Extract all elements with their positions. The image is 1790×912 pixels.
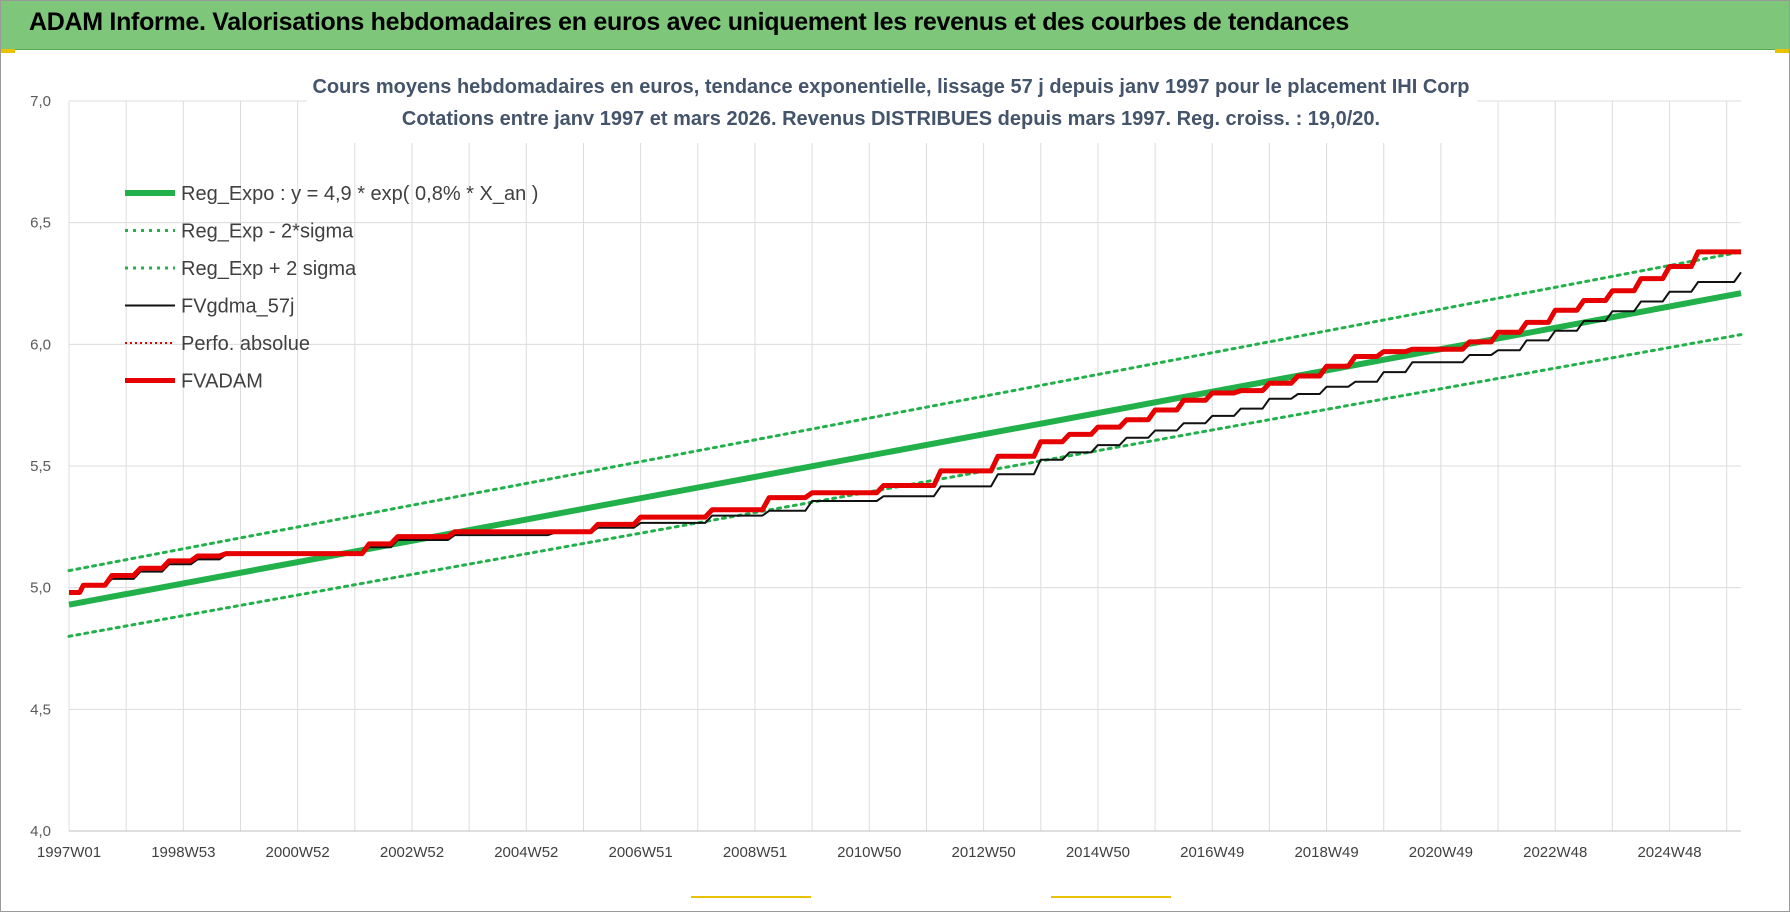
series-line — [69, 249, 1741, 595]
x-tick-label: 2004W52 — [494, 844, 558, 861]
legend-entry: Reg_Exp - 2*sigma — [181, 221, 354, 243]
x-tick-label: 1997W01 — [37, 844, 101, 861]
corner-marker-bottom-middle-1 — [691, 896, 811, 898]
x-tick-label: 2018W49 — [1294, 844, 1358, 861]
x-tick-label: 2014W50 — [1066, 844, 1130, 861]
x-tick-label: 2008W51 — [723, 844, 787, 861]
x-tick-label: 1998W53 — [151, 844, 215, 861]
x-tick-label: 2000W52 — [266, 844, 330, 861]
legend-entry: FVADAM — [181, 371, 263, 393]
chart: Cours moyens hebdomadaires en euros, ten… — [30, 65, 1743, 861]
legend-entry: Reg_Expo : y = 4,9 * exp( 0,8% * X_an ) — [181, 183, 538, 205]
legend-entry: Reg_Exp + 2 sigma — [181, 258, 357, 280]
y-tick-label: 5,5 — [30, 458, 51, 475]
x-tick-label: 2010W50 — [837, 844, 901, 861]
series-line — [67, 250, 1743, 573]
report-title: ADAM Informe. Valorisations hebdomadaire… — [29, 8, 1350, 36]
y-tick-label: 4,0 — [30, 823, 51, 840]
title-background — [307, 65, 1477, 143]
corner-marker-top-left — [1, 49, 15, 53]
legend-entry: FVgdma_57j — [181, 296, 294, 318]
x-tick-label: 2022W48 — [1523, 844, 1587, 861]
y-tick-label: 6,5 — [30, 215, 51, 232]
x-tick-label: 2012W50 — [951, 844, 1015, 861]
x-tick-label: 2016W49 — [1180, 844, 1244, 861]
report-header: ADAM Informe. Valorisations hebdomadaire… — [1, 1, 1789, 50]
legend: Reg_Expo : y = 4,9 * exp( 0,8% * X_an ) R… — [125, 183, 538, 393]
chart-title: Cours moyens hebdomadaires en euros, ten… — [312, 76, 1469, 98]
axis-layer: 4,0 4,5 5,0 5,5 6,0 6,5 7,0 1997W01 1998W53 2000W… — [30, 93, 1741, 861]
y-tick-label: 7,0 — [30, 93, 51, 110]
x-tick-label: 2006W51 — [609, 844, 673, 861]
y-tick-label: 6,0 — [30, 336, 51, 353]
chart-subtitle: Cotations entre janv 1997 et mars 2026. … — [402, 108, 1380, 130]
corner-marker-top-right — [1775, 49, 1789, 53]
corner-marker-bottom-middle-2 — [1051, 896, 1171, 898]
series-line — [69, 271, 1742, 595]
grid-layer — [68, 100, 1741, 832]
legend-entry: Perfo. absolue — [181, 333, 310, 355]
x-tick-label: 2024W48 — [1637, 844, 1701, 861]
series-layer — [67, 249, 1743, 638]
x-tick-label: 2020W49 — [1409, 844, 1473, 861]
y-tick-label: 5,0 — [30, 580, 51, 597]
x-tick-label: 2002W52 — [380, 844, 444, 861]
y-tick-label: 4,5 — [30, 701, 51, 718]
